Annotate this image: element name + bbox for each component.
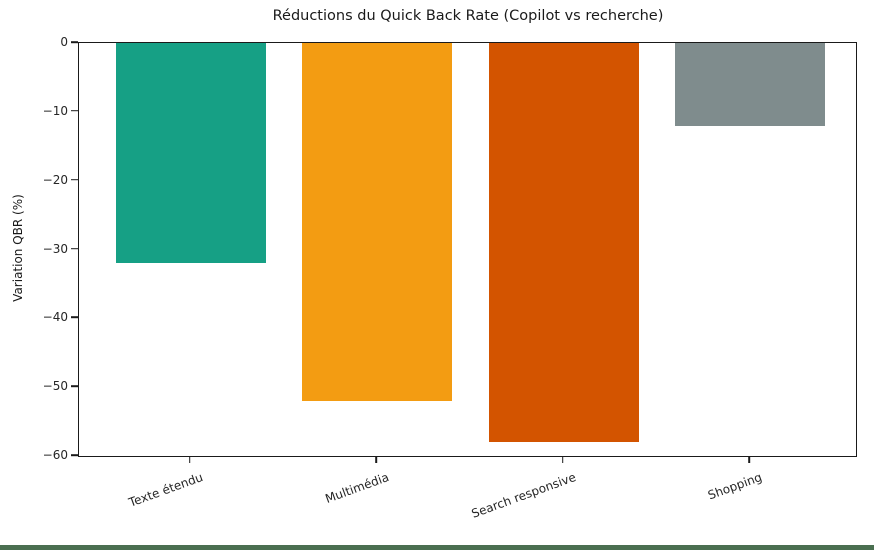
x-tick-label: Search responsive: [469, 470, 578, 521]
x-tick-mark: [189, 456, 191, 463]
y-tick-label: −10: [42, 103, 68, 118]
y-tick-mark: [71, 316, 78, 319]
x-tick-label: Multimédia: [323, 470, 392, 506]
y-tick-label: 0: [60, 35, 68, 49]
bar-1: [115, 43, 266, 264]
y-tick-mark: [71, 178, 78, 181]
x-tick-mark: [748, 456, 751, 463]
bottom-window-edge-strip: [0, 545, 874, 550]
y-tick-label: −20: [42, 172, 68, 187]
bar-3: [488, 43, 639, 443]
y-tick-label: −30: [42, 241, 68, 256]
x-tick-mark: [375, 456, 378, 463]
y-tick-label: −40: [42, 310, 68, 325]
x-tick-label: Texte étendu: [126, 470, 205, 510]
bar-4: [675, 43, 826, 126]
y-tick-mark: [71, 247, 78, 250]
chart-title: Réductions du Quick Back Rate (Copilot v…: [272, 8, 664, 24]
y-tick-mark: [71, 454, 78, 456]
x-tick-mark: [562, 456, 564, 463]
bar-2: [302, 43, 453, 401]
y-tick-mark: [71, 385, 78, 387]
y-tick-mark: [71, 110, 78, 112]
y-tick-label: −50: [42, 379, 68, 394]
y-tick-mark: [71, 41, 78, 43]
x-tick-label: Shopping: [706, 470, 765, 503]
plot-area: [78, 42, 857, 457]
y-tick-label: −60: [42, 448, 68, 462]
